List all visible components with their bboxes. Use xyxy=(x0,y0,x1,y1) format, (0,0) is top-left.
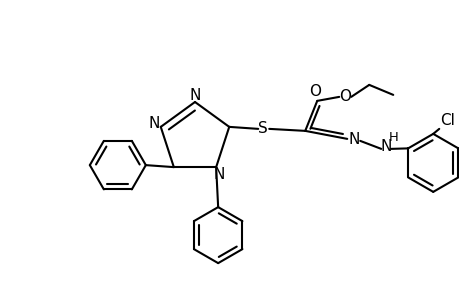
Text: Cl: Cl xyxy=(439,113,453,128)
Text: N: N xyxy=(380,140,391,154)
Text: O: O xyxy=(338,89,351,104)
Text: S: S xyxy=(258,122,268,136)
Text: H: H xyxy=(387,131,397,144)
Text: N: N xyxy=(213,167,224,182)
Text: N: N xyxy=(348,132,359,147)
Text: N: N xyxy=(189,88,200,103)
Text: N: N xyxy=(148,116,159,131)
Text: O: O xyxy=(308,84,320,99)
